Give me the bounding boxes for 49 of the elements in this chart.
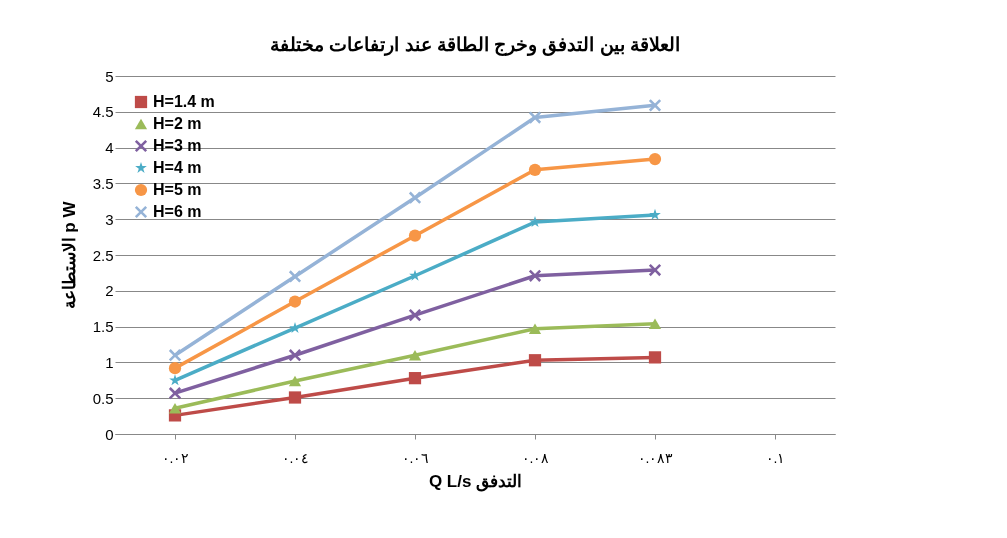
x-tick-label: ٠.٠٨ xyxy=(521,449,550,466)
point xyxy=(528,323,542,335)
legend-label: H=1.4 m xyxy=(153,93,215,110)
point xyxy=(288,349,302,362)
point xyxy=(288,391,302,404)
x-axis-title: Q L/s التدفق xyxy=(428,471,523,492)
point xyxy=(288,270,302,283)
y-tick-label: 3.5 xyxy=(92,174,114,192)
y-axis-title: الاستطاعة p W xyxy=(59,200,79,310)
y-tick-label: 0.5 xyxy=(92,389,114,407)
x-tick-label: ٠.٠٤ xyxy=(281,449,310,466)
point xyxy=(288,295,302,308)
y-tick-label: 0 xyxy=(105,425,114,443)
point xyxy=(408,372,422,385)
x-tick-label: ٠.٠٦ xyxy=(401,449,430,466)
legend-label: H=6 m xyxy=(153,203,202,220)
legend-label: H=4 m xyxy=(153,159,202,176)
legend-label: H=2 m xyxy=(153,115,202,132)
y-tick-label: 4.5 xyxy=(92,103,114,121)
point xyxy=(528,269,542,282)
point xyxy=(528,111,542,124)
point xyxy=(168,387,182,400)
point xyxy=(168,402,182,414)
point xyxy=(168,349,182,362)
point xyxy=(408,349,422,361)
point xyxy=(528,163,542,176)
y-tick-label: 1.5 xyxy=(92,318,114,336)
y-tick-label: 3 xyxy=(105,210,114,228)
point xyxy=(648,351,662,364)
y-tick-label: 1 xyxy=(105,353,114,371)
point xyxy=(408,191,422,204)
point xyxy=(408,229,422,242)
x-tick-label: ٠.٠٢ xyxy=(161,449,190,466)
point xyxy=(649,208,661,220)
y-tick-label: 2.5 xyxy=(92,246,114,264)
point xyxy=(648,318,662,330)
point xyxy=(288,375,302,387)
point xyxy=(528,354,542,367)
point xyxy=(648,152,662,166)
y-tick-label: 5 xyxy=(105,67,114,85)
x-tick-label: ٠.٠٨٣ xyxy=(637,449,674,466)
point xyxy=(648,99,662,112)
y-tick-label: 2 xyxy=(105,282,114,300)
x-tick-label: ٠.١ xyxy=(765,449,786,466)
point xyxy=(168,362,182,375)
chart-title: العلاقة بين التدفق وخرج الطاقة عند ارتفاعات مختلفة xyxy=(270,34,680,56)
legend-label: H=5 m xyxy=(153,181,202,198)
y-tick-label: 4 xyxy=(105,139,114,157)
legend-label: H=3 m xyxy=(153,137,202,154)
